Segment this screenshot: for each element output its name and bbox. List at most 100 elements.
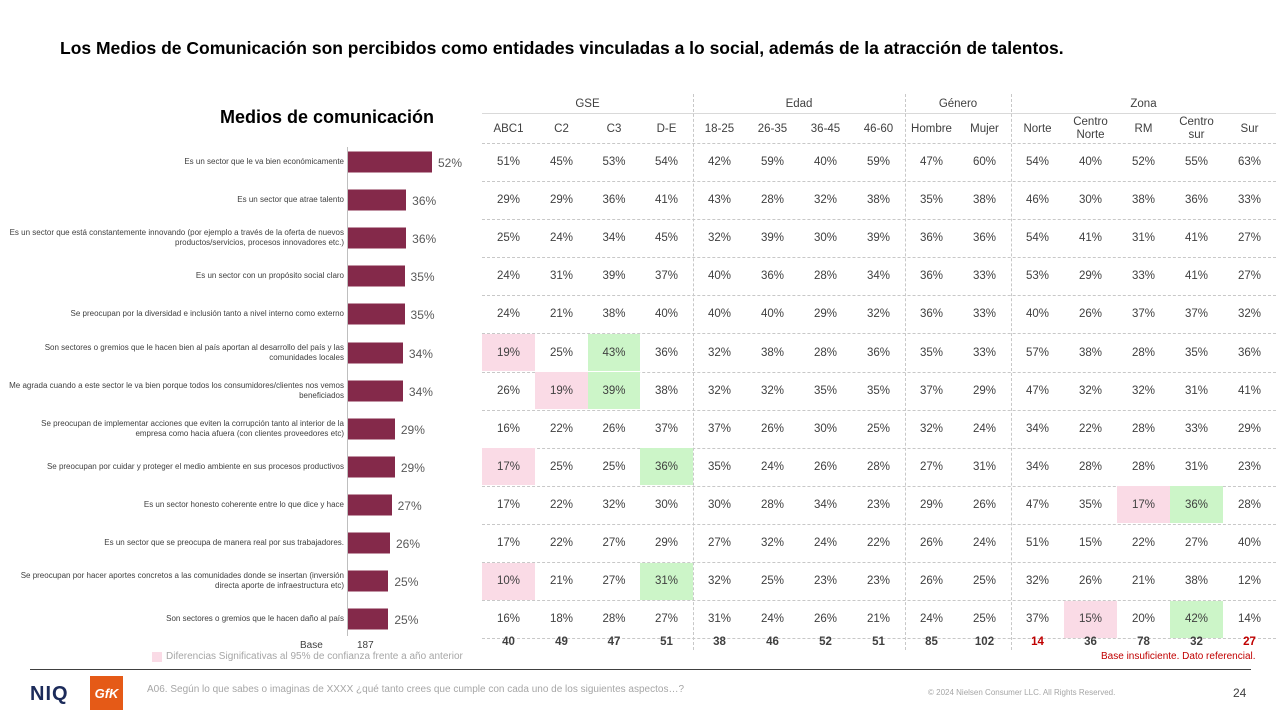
table-cell: 40% xyxy=(1078,156,1103,168)
table-cell: 19% xyxy=(535,372,588,410)
table-cell: 32% xyxy=(760,537,785,549)
table-cell: 29% xyxy=(654,537,679,549)
bar-value-label: 35% xyxy=(410,270,435,285)
bar-category-label: Se preocupan por la diversidad e inclusi… xyxy=(70,309,345,319)
column-header: Hombre xyxy=(911,122,952,135)
group-underline xyxy=(1011,113,1276,114)
table-cell: 32% xyxy=(707,384,732,397)
table-cell: 10% xyxy=(482,562,535,600)
table-cell: 29% xyxy=(496,194,521,207)
table-cell: 36% xyxy=(654,346,679,359)
group-header: Género xyxy=(938,98,978,110)
table-cell: 27% xyxy=(602,575,626,588)
row-separator xyxy=(482,600,1276,602)
table-cell: 40% xyxy=(707,270,732,283)
table-cell: 24% xyxy=(760,460,785,473)
group-header: GSE xyxy=(575,98,600,110)
table-cell: 14% xyxy=(1237,613,1262,626)
table-cell: 34% xyxy=(1025,422,1050,435)
table-cell: 40% xyxy=(1237,537,1262,549)
table-cell: 26% xyxy=(813,460,838,473)
table-cell: 31% xyxy=(972,460,997,473)
table-cell: 28% xyxy=(813,346,838,359)
table-cell: 29% xyxy=(972,384,997,397)
row-separator xyxy=(482,523,1276,525)
question-text: A06. Según lo que sabes o imaginas de XX… xyxy=(147,684,685,695)
table-cell: 16% xyxy=(496,613,521,626)
group-header: Edad xyxy=(785,98,813,110)
table-cell: 12% xyxy=(1237,575,1262,588)
table-cell: 21% xyxy=(866,613,891,626)
row-separator xyxy=(482,638,1276,640)
bar-value-label: 25% xyxy=(394,575,419,590)
table-cell: 33% xyxy=(972,270,997,283)
table-cell: 25% xyxy=(549,346,574,359)
table-cell: 28% xyxy=(813,270,838,283)
table-cell: 28% xyxy=(602,613,626,626)
insufficient-base-note: Base insuficiente. Dato referencial. xyxy=(1101,651,1256,662)
table-cell: 29% xyxy=(919,498,944,511)
base-cell: 49 xyxy=(555,636,568,648)
table-cell: 30% xyxy=(654,498,679,511)
table-cell: 46% xyxy=(1025,194,1050,207)
table-cell: 35% xyxy=(813,384,838,397)
table-cell: 29% xyxy=(549,194,574,207)
table-cell: 29% xyxy=(1078,270,1103,283)
table-cell: 22% xyxy=(866,537,891,549)
chart-title: Medios de comunicación xyxy=(220,107,435,127)
table-cell: 18% xyxy=(549,613,574,626)
column-header: Centro Norte xyxy=(1073,116,1108,141)
bar xyxy=(348,456,395,478)
table-cell: 39% xyxy=(602,270,626,283)
table-cell: 17% xyxy=(496,537,521,549)
bar-category-label: Es un sector que atrae talento xyxy=(237,195,344,205)
table-cell: 17% xyxy=(482,448,535,486)
table-cell: 33% xyxy=(1237,194,1262,207)
bar xyxy=(348,303,405,325)
bar xyxy=(348,532,390,554)
table-cell: 30% xyxy=(813,422,838,435)
table-cell: 25% xyxy=(602,460,626,473)
table-cell: 31% xyxy=(1184,384,1209,397)
table-cell: 45% xyxy=(549,156,574,168)
page-number: 24 xyxy=(1233,686,1247,700)
table-cell: 41% xyxy=(654,194,679,207)
row-separator xyxy=(482,295,1276,297)
table-cell: 47% xyxy=(1025,384,1050,397)
table-cell: 29% xyxy=(1237,422,1262,435)
gfk-logo: GfK xyxy=(90,676,123,710)
table-cell: 24% xyxy=(972,537,997,549)
table-cell: 21% xyxy=(1131,575,1156,588)
table-cell: 23% xyxy=(866,498,891,511)
table-cell: 41% xyxy=(1237,384,1262,397)
table-cell: 33% xyxy=(1184,422,1209,435)
table-cell: 36% xyxy=(919,308,944,321)
niq-logo: NIQ xyxy=(30,683,69,705)
table-cell: 51% xyxy=(496,156,521,168)
table-cell: 38% xyxy=(654,384,679,397)
table-cell: 24% xyxy=(813,537,838,549)
table-cell: 35% xyxy=(919,346,944,359)
chart-axis-line xyxy=(347,147,348,636)
table-cell: 27% xyxy=(919,460,944,473)
table-cell: 30% xyxy=(1078,194,1103,207)
table-cell: 27% xyxy=(707,537,732,549)
table-cell: 25% xyxy=(972,575,997,588)
bar-category-label: Es un sector honesto coherente entre lo … xyxy=(143,499,344,509)
legend-text: Diferencias Significativas al 95% de con… xyxy=(166,651,463,662)
table-cell: 53% xyxy=(1025,270,1050,283)
table-cell: 24% xyxy=(496,270,521,283)
table-cell: 32% xyxy=(1237,308,1262,321)
significance-legend: Diferencias Significativas al 95% de con… xyxy=(152,651,463,662)
bar-value-label: 29% xyxy=(400,422,425,437)
table-cell: 17% xyxy=(496,498,521,511)
table-cell: 36% xyxy=(866,346,891,359)
table-cell: 32% xyxy=(813,194,838,207)
copyright-text: © 2024 Nielsen Consumer LLC. All Rights … xyxy=(928,688,1116,697)
table-cell: 26% xyxy=(919,537,944,549)
table-cell: 38% xyxy=(760,346,785,359)
table-cell: 40% xyxy=(813,156,838,168)
table-cell: 28% xyxy=(1078,460,1103,473)
bar-value-label: 26% xyxy=(396,537,421,551)
column-header: 18-25 xyxy=(704,122,735,135)
